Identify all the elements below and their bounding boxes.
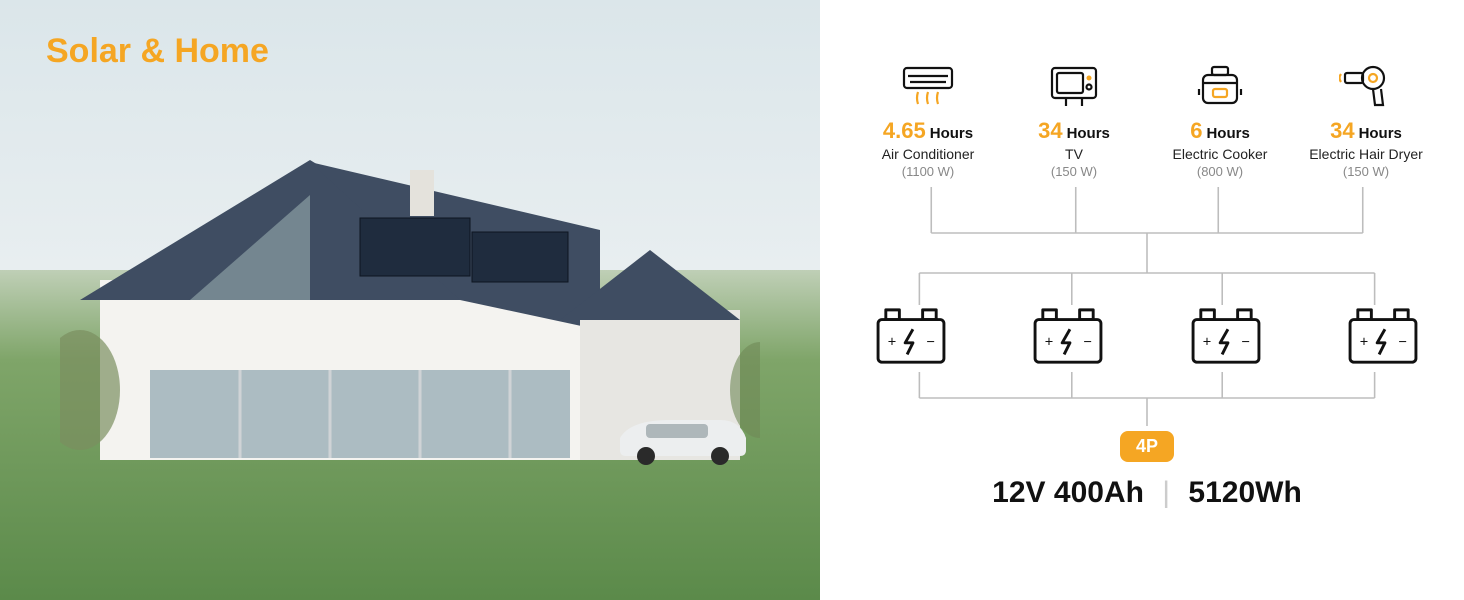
house-illustration (60, 140, 760, 480)
appliance-name: TV (1065, 146, 1083, 162)
battery-row: +− +− +− +− (860, 306, 1434, 368)
hours-value: 4.65 (883, 118, 926, 144)
spec-separator: | (1162, 476, 1170, 509)
appliance-row: 4.65 Hours Air Conditioner (1100 W) 34 H… (860, 60, 1434, 179)
appliance-tree-connector (860, 187, 1434, 307)
air-conditioner-icon (900, 60, 956, 112)
battery-icon: +− (1344, 306, 1422, 368)
appliance-hair-dryer: 34 Hours Electric Hair Dryer (150 W) (1298, 60, 1434, 179)
appliance-name: Electric Cooker (1173, 146, 1268, 162)
svg-text:−: − (1398, 335, 1406, 351)
hours-label: Hours (1359, 125, 1402, 142)
tv-icon (1048, 60, 1100, 112)
battery-icon: +− (1029, 306, 1107, 368)
battery-parallel-connector (860, 372, 1434, 432)
hero-title: Solar & Home (46, 32, 269, 71)
appliance-name: Electric Hair Dryer (1309, 146, 1423, 162)
hours-label: Hours (1067, 125, 1110, 142)
appliance-cooker: 6 Hours Electric Cooker (800 W) (1152, 60, 1288, 179)
info-panel: 4.65 Hours Air Conditioner (1100 W) 34 H… (820, 0, 1464, 600)
parallel-config-badge: 4P (1120, 431, 1174, 462)
hair-dryer-icon (1339, 60, 1393, 112)
hero-image-panel: Solar & Home (0, 0, 820, 600)
appliance-tv: 34 Hours TV (150 W) (1006, 60, 1142, 179)
svg-text:−: − (1084, 335, 1092, 351)
appliance-watts: (150 W) (1343, 164, 1389, 179)
svg-text:−: − (927, 335, 935, 351)
svg-text:−: − (1241, 335, 1249, 351)
appliance-watts: (150 W) (1051, 164, 1097, 179)
spec-energy: 5120Wh (1188, 476, 1301, 509)
hours-value: 34 (1038, 118, 1062, 144)
battery-spec: 12V 400Ah | 5120Wh (860, 476, 1434, 510)
hours-value: 34 (1330, 118, 1354, 144)
svg-text:+: + (1360, 335, 1368, 351)
hours-label: Hours (1206, 125, 1249, 142)
appliance-watts: (1100 W) (902, 164, 955, 179)
cooker-icon (1195, 60, 1245, 112)
appliance-name: Air Conditioner (882, 146, 975, 162)
svg-text:+: + (1202, 335, 1210, 351)
battery-icon: +− (872, 306, 950, 368)
svg-text:+: + (1045, 335, 1053, 351)
battery-icon: +− (1187, 306, 1265, 368)
svg-text:+: + (888, 335, 896, 351)
appliance-air-conditioner: 4.65 Hours Air Conditioner (1100 W) (860, 60, 996, 179)
appliance-watts: (800 W) (1197, 164, 1243, 179)
spec-voltage-capacity: 12V 400Ah (992, 476, 1144, 509)
hours-label: Hours (930, 125, 973, 142)
hours-value: 6 (1190, 118, 1202, 144)
